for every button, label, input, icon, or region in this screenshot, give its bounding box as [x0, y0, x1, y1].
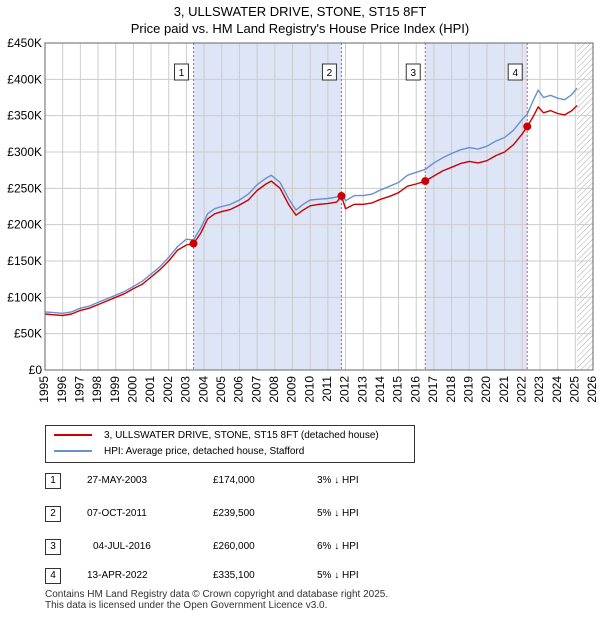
- x-tick-label: 2010: [302, 376, 316, 403]
- title-line-1: 3, ULLSWATER DRIVE, STONE, ST15 8FT: [173, 4, 427, 19]
- x-tick-label: 2013: [355, 376, 369, 403]
- sale-row: 4 13-APR-2022 £335,100 5% ↓ HPI: [45, 568, 445, 584]
- forecast-hatch: [577, 43, 593, 370]
- sale-badge: 1: [45, 473, 61, 489]
- legend-hpi-label: HPI: Average price, detached house, Staf…: [104, 446, 305, 457]
- sale-label-box: [405, 63, 421, 81]
- x-tick-label: 2007: [249, 376, 263, 403]
- sale-date: 07-OCT-2011: [87, 508, 147, 519]
- sale-point: [337, 191, 346, 200]
- x-tick-label: 2003: [179, 376, 193, 403]
- sale-price: £174,000: [213, 475, 255, 486]
- y-tick-label: £100K: [7, 290, 42, 304]
- x-tick-label: 1998: [90, 376, 104, 403]
- y-tick-label: £150K: [7, 254, 42, 268]
- hpi-series-line: [44, 87, 578, 314]
- sale-point: [421, 177, 430, 186]
- legend-hpi-swatch: [54, 450, 92, 453]
- y-tick-label: £300K: [7, 145, 42, 159]
- sale-hpi-diff: 3% ↓ HPI: [317, 475, 359, 486]
- y-tick-label: £0: [29, 363, 43, 377]
- footer: Contains HM Land Registry data © Crown c…: [45, 589, 388, 611]
- shaded-period: [425, 43, 528, 370]
- x-tick-label: 2000: [126, 376, 140, 403]
- x-tick-label: 2018: [444, 376, 458, 403]
- title-line-2: Price paid vs. HM Land Registry's House …: [130, 21, 470, 36]
- footer-line-2: This data is licensed under the Open Gov…: [45, 600, 328, 611]
- sale-price: £335,100: [213, 570, 255, 581]
- sale-row: 3 04-JUL-2016 £260,000 6% ↓ HPI: [45, 539, 445, 555]
- sale-point: [189, 239, 198, 248]
- sale-badge: 2: [45, 506, 61, 522]
- sale-label: 4: [512, 68, 518, 79]
- shaded-period: [193, 43, 342, 370]
- x-tick-label: 2009: [285, 376, 299, 403]
- sale-label-box: [321, 63, 337, 81]
- y-tick-label: £400K: [7, 72, 42, 86]
- x-tick-label: 2012: [338, 376, 352, 403]
- x-tick-label: 2020: [479, 376, 493, 403]
- y-tick-label: £450K: [7, 36, 42, 50]
- sale-label: 1: [179, 68, 185, 79]
- legend-item-hpi: HPI: Average price, detached house, Staf…: [54, 445, 304, 459]
- sale-price: £239,500: [213, 508, 255, 519]
- x-tick-label: 2016: [408, 376, 422, 403]
- x-tick-label: 2008: [267, 376, 281, 403]
- x-tick-label: 2001: [143, 376, 157, 403]
- footer-line-1: Contains HM Land Registry data © Crown c…: [45, 589, 389, 600]
- y-tick-label: £250K: [7, 181, 42, 195]
- x-tick-label: 2004: [196, 376, 210, 403]
- chart-title: 3, ULLSWATER DRIVE, STONE, ST15 8FT Pric…: [0, 3, 600, 37]
- legend-property-label: 3, ULLSWATER DRIVE, STONE, ST15 8FT (det…: [104, 430, 379, 441]
- sale-badge: 3: [45, 539, 61, 555]
- x-tick-label: 2019: [461, 376, 475, 403]
- x-tick-label: 2005: [214, 376, 228, 403]
- sale-date: 04-JUL-2016: [93, 541, 151, 552]
- x-tick-label: 2025: [567, 376, 581, 403]
- y-tick-label: £50K: [14, 327, 42, 341]
- sale-label: 2: [327, 68, 333, 79]
- x-tick-label: 2023: [532, 376, 546, 403]
- legend-property-swatch: [54, 434, 92, 437]
- property-series-line: [44, 104, 578, 317]
- x-tick-label: 2014: [373, 376, 387, 403]
- x-tick-label: 1999: [108, 376, 122, 403]
- sale-hpi-diff: 5% ↓ HPI: [317, 508, 359, 519]
- x-tick-label: 2022: [514, 376, 528, 403]
- x-tick-label: 2017: [426, 376, 440, 403]
- x-tick-label: 2015: [391, 376, 405, 403]
- sale-badge: 4: [45, 568, 61, 584]
- x-tick-label: 2002: [161, 376, 175, 403]
- sale-point: [523, 122, 532, 131]
- y-tick-label: £200K: [7, 218, 42, 232]
- x-tick-label: 2011: [320, 376, 334, 402]
- x-tick-label: 2024: [550, 376, 564, 403]
- x-tick-label: 2021: [497, 376, 511, 403]
- x-tick-label: 2026: [585, 376, 599, 403]
- x-tick-label: 1997: [73, 376, 87, 403]
- x-tick-label: 1995: [37, 376, 51, 403]
- sale-label: 3: [410, 68, 416, 79]
- sale-date: 13-APR-2022: [87, 570, 148, 581]
- legend: 3, ULLSWATER DRIVE, STONE, ST15 8FT (det…: [45, 425, 415, 463]
- x-tick-label: 1996: [55, 376, 69, 403]
- sale-label-box: [173, 63, 189, 81]
- plot-frame: [44, 42, 594, 371]
- sale-price: £260,000: [213, 541, 255, 552]
- legend-item-property: 3, ULLSWATER DRIVE, STONE, ST15 8FT (det…: [54, 429, 379, 443]
- sale-hpi-diff: 6% ↓ HPI: [317, 541, 359, 552]
- sale-label-box: [507, 63, 523, 81]
- sale-date: 27-MAY-2003: [87, 475, 148, 486]
- sale-hpi-diff: 5% ↓ HPI: [317, 570, 359, 581]
- sale-row: 1 27-MAY-2003 £174,000 3% ↓ HPI: [45, 473, 445, 489]
- x-tick-label: 2006: [232, 376, 246, 403]
- y-tick-label: £350K: [7, 109, 42, 123]
- sale-row: 2 07-OCT-2011 £239,500 5% ↓ HPI: [45, 506, 445, 522]
